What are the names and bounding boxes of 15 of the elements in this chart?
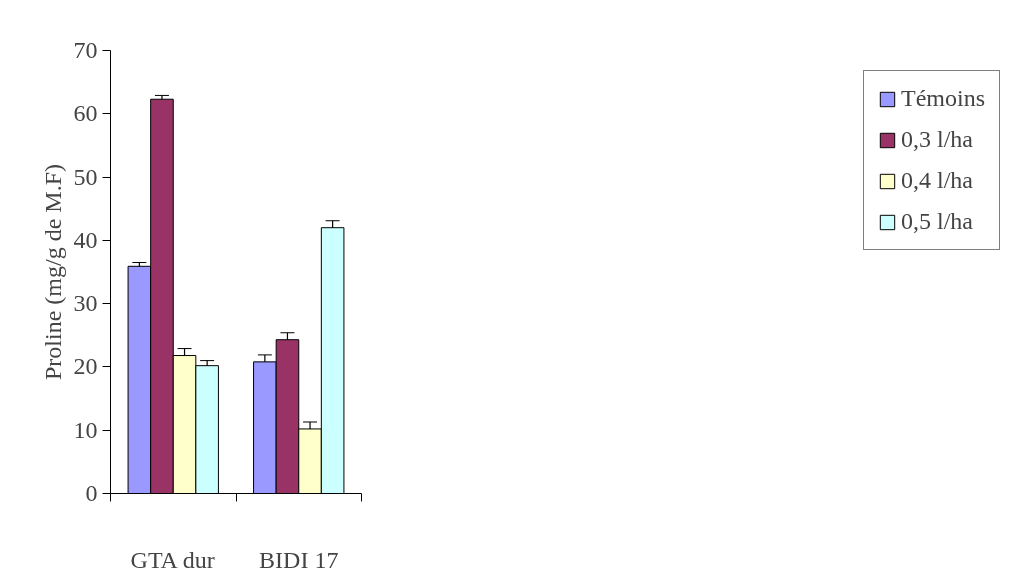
- legend-label: Témoins: [901, 85, 985, 112]
- legend-label: 0,5 l/ha: [901, 208, 973, 235]
- y-tick-label: 0: [85, 480, 98, 506]
- y-tick-label: 10: [73, 416, 98, 443]
- y-tick-label: 20: [73, 353, 98, 380]
- y-tick-label: 40: [73, 226, 98, 253]
- y-tick-label: 60: [73, 100, 98, 127]
- x-tick-label: BIDI 17: [259, 546, 339, 573]
- y-tick-label: 30: [73, 290, 98, 317]
- legend-label: 0,4 l/ha: [901, 167, 973, 194]
- legend-label: 0,3 l/ha: [901, 126, 973, 153]
- x-tick-label: GTA dur: [130, 546, 215, 573]
- y-tick-label: 50: [73, 163, 98, 190]
- y-tick-label: 70: [73, 37, 98, 63]
- y-axis-title: Proline (mg/g de M.F): [39, 163, 66, 380]
